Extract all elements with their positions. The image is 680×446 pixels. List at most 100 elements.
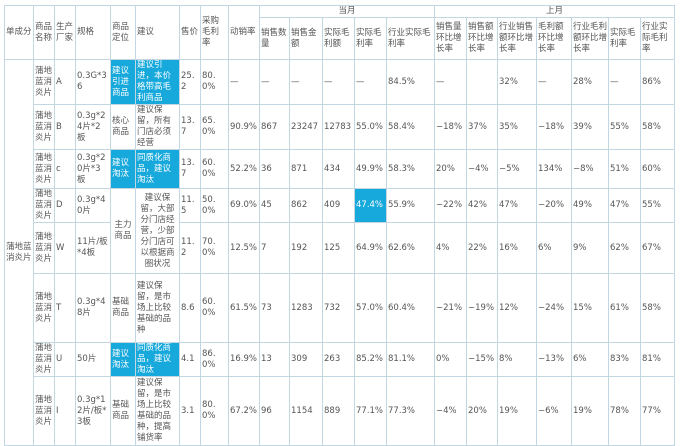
cell-amount: 862 — [289, 188, 323, 223]
cell-margin-mom: — — [536, 59, 573, 105]
cell-position: 建议淘汰 — [110, 149, 136, 189]
cell-suggestion: 建议引进，本价格带高毛利商品 — [135, 59, 180, 105]
cell-margin-mom: −18% — [536, 104, 573, 150]
column-header: 规格 — [75, 5, 111, 60]
column-header: 商品名称 — [33, 5, 55, 60]
column-header: 动销率 — [228, 5, 260, 60]
cell-prev-ind-margin-rate: 58% — [640, 104, 676, 150]
cell-spec: 0.3g*48片 — [75, 273, 111, 343]
cell-margin-rate: 77.1% — [354, 376, 387, 446]
cell-name: 蒲地蓝消炎片 — [33, 342, 55, 377]
cell-spec: 0.3g*40片 — [75, 188, 111, 223]
cell-amount: 1283 — [289, 273, 323, 343]
cell-price: 8.6 — [179, 273, 201, 343]
cell-prev-margin-rate: 62% — [608, 222, 642, 274]
cell-purchase-margin: 80.0% — [200, 59, 229, 105]
cell-suggestion: 同质化商品，建议淘汰 — [135, 342, 180, 377]
column-header: 销售量环比增长率 — [434, 17, 468, 60]
cell-amount: 309 — [289, 342, 323, 377]
cell-qty-mom: −21% — [434, 273, 468, 343]
cell-qty-mom: −22% — [434, 188, 468, 223]
cell-ind-margin-mom: 28% — [571, 59, 610, 105]
cell-prev-margin-rate: — — [608, 59, 642, 105]
cell-margin-amt: 732 — [322, 273, 355, 343]
cell-price: 11.5 — [179, 188, 201, 223]
cell-maker: W — [54, 222, 76, 274]
cell-prev-margin-rate: 78% — [608, 376, 642, 446]
cell-prev-ind-margin-rate: 86% — [640, 59, 676, 105]
cell-qty: 73 — [259, 273, 290, 343]
cell-qty-mom: — — [434, 59, 468, 105]
cell-sell-through: 90.9% — [228, 104, 260, 150]
cell-qty-mom: 0% — [434, 342, 468, 377]
cell-suggestion: 建议保留，大部分门店经营，少部分门店可以根据商圈状况 — [135, 188, 180, 274]
cell-ind-amt-mom: 16% — [497, 222, 538, 274]
cell-ingredient: 蒲地蓝消炎片 — [4, 59, 34, 446]
cell-margin-rate: 64.9% — [354, 222, 387, 274]
cell-qty: 867 — [259, 104, 290, 150]
cell-name: 蒲地蓝消炎片 — [33, 104, 55, 150]
cell-price: 3.1 — [179, 376, 201, 446]
cell-price: 13.7 — [179, 149, 201, 189]
cell-prev-margin-rate: 51% — [608, 149, 642, 189]
table-row: 蒲地蓝消炎片 T 0.3g*48片 基础商品 建议保留，是市场上比较基础的品种 8.6 60… — [5, 273, 676, 343]
column-header: 毛利额环比增长率 — [536, 17, 573, 60]
cell-ind-amt-mom: 47% — [497, 188, 538, 223]
cell-amt-mom: 20% — [466, 376, 499, 446]
column-header: 实际毛利率 — [608, 17, 642, 60]
cell-name: 蒲地蓝消炎片 — [33, 222, 55, 274]
cell-sell-through: 61.5% — [228, 273, 260, 343]
cell-purchase-margin: 70.0% — [200, 222, 229, 274]
column-header: 行业毛利额环比增长率 — [571, 17, 610, 60]
cell-margin-rate: 49.9% — [354, 149, 387, 189]
cell-qty: 45 — [259, 188, 290, 223]
cell-margin-mom: −13% — [536, 342, 573, 377]
cell-ind-margin-rate: 58.4% — [385, 104, 436, 150]
column-header: 销售额环比增长率 — [466, 17, 499, 60]
cell-name: 蒲地蓝消炎片 — [33, 149, 55, 189]
cell-ind-margin-rate: 58.3% — [385, 149, 436, 189]
cell-margin-mom: −24% — [536, 273, 573, 343]
cell-qty-mom: 4% — [434, 222, 468, 274]
cell-maker: A — [54, 59, 76, 105]
cell-ind-amt-mom: 8% — [497, 342, 538, 377]
cell-ind-margin-rate: 77.3% — [385, 376, 436, 446]
cell-ind-margin-mom: 39% — [571, 104, 610, 150]
cell-position: 主力商品 — [110, 188, 136, 274]
cell-prev-ind-margin-rate: 81% — [640, 342, 676, 377]
cell-prev-margin-rate: 47% — [608, 188, 642, 223]
cell-amount: 23247 — [289, 104, 323, 150]
cell-prev-ind-margin-rate: 77% — [640, 376, 676, 446]
column-header: 建议 — [135, 5, 180, 60]
cell-amount: 192 — [289, 222, 323, 274]
table-row: 蒲地蓝消炎片 I 0.3g*12片/板*3板 基础商品 建议保留，是市场上比较基础的品种… — [5, 376, 676, 446]
cell-amount: 871 — [289, 149, 323, 189]
cell-ind-margin-rate: 84.5% — [385, 59, 436, 105]
cell-spec: 0.3g*24片*2板 — [75, 104, 111, 150]
column-header: 行业销售额环比增长率 — [497, 17, 538, 60]
cell-qty: — — [259, 59, 290, 105]
column-header: 销售数量 — [259, 17, 290, 60]
cell-amt-mom: 22% — [466, 222, 499, 274]
cell-qty: 13 — [259, 342, 290, 377]
cell-qty-mom: −4% — [434, 376, 468, 446]
cell-prev-margin-rate: 55% — [608, 104, 642, 150]
cell-sell-through: 67.2% — [228, 376, 260, 446]
cell-name: 蒲地蓝消炎片 — [33, 273, 55, 343]
cell-qty-mom: −18% — [434, 104, 468, 150]
cell-ind-margin-rate: 55.9% — [385, 188, 436, 223]
cell-position: 建议淘汰 — [110, 342, 136, 377]
column-header: 行业实际毛利率 — [385, 17, 436, 60]
cell-purchase-margin: 65.0% — [200, 104, 229, 150]
cell-margin-mom: 6% — [536, 222, 573, 274]
cell-qty: 96 — [259, 376, 290, 446]
cell-name: 蒲地蓝消炎片 — [33, 376, 55, 446]
cell-margin-amt: — — [322, 59, 355, 105]
cell-margin-amt: 263 — [322, 342, 355, 377]
cell-qty-mom: 20% — [434, 149, 468, 189]
table-row: 蒲地蓝消炎片 D 0.3g*40片 主力商品 建议保留，大部分门店经营，少部分门店可以根… — [5, 188, 676, 274]
cell-suggestion: 建议保留，是市场上比较基础的品种 — [135, 273, 180, 343]
cell-position: 建议引进商品 — [110, 59, 136, 105]
cell-ind-margin-mom: 9% — [571, 222, 610, 274]
cell-margin-amt: 125 — [322, 222, 355, 274]
